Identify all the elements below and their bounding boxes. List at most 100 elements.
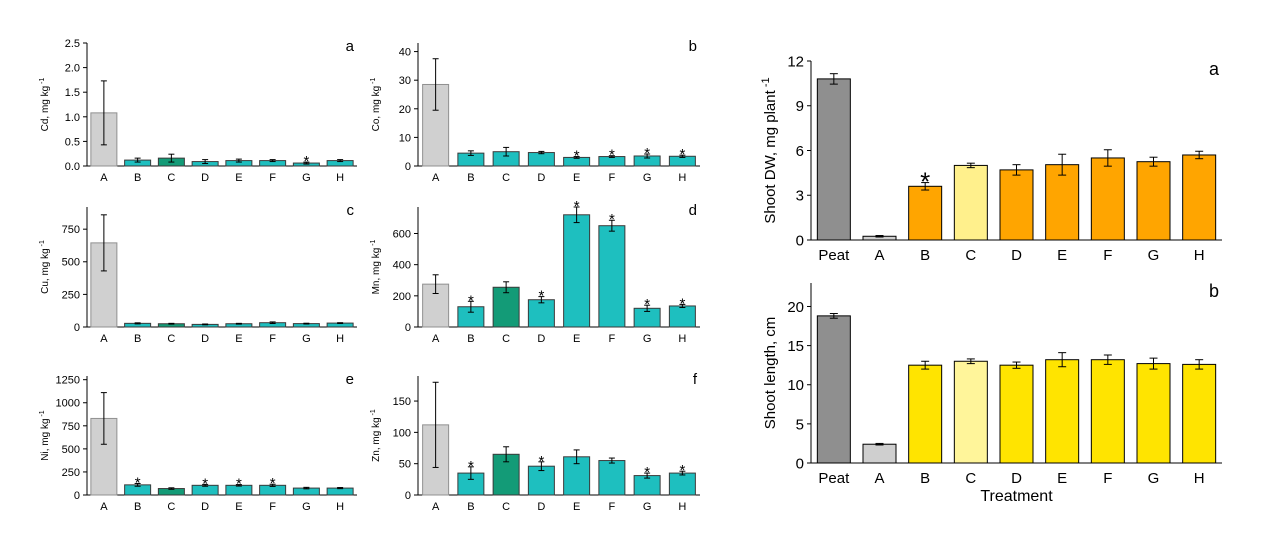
- y-axis-label-superscript: -1: [39, 410, 46, 418]
- x-tick-label: G: [643, 333, 652, 345]
- bar-F: [598, 460, 626, 496]
- y-axis-label-text: Shoot DW, mg plant: [762, 89, 779, 223]
- y-axis-label-text: Zn, mg kg: [371, 417, 382, 461]
- x-tick-label: C: [965, 247, 976, 264]
- x-tick-label: B: [134, 172, 141, 184]
- panel-letter: a: [1209, 59, 1220, 79]
- y-tick-label: 0: [405, 322, 411, 334]
- panel-letter: b: [1209, 281, 1219, 301]
- x-tick-label: C: [167, 501, 175, 513]
- y-tick-label: 1.0: [65, 112, 80, 124]
- bar-Peat: [816, 315, 851, 464]
- significance-star: *: [236, 476, 242, 493]
- x-tick-label: B: [467, 172, 474, 184]
- chart-panel-ni: 0 250 500 750 1000 1250 A * B C * D * E * F G He Ni, mg kg…: [39, 371, 357, 513]
- bar-E: [1045, 359, 1080, 464]
- significance-star: *: [679, 462, 685, 479]
- panel-letter: e: [346, 371, 354, 388]
- y-tick-label: 250: [62, 467, 80, 479]
- x-tick-label: G: [1148, 247, 1160, 264]
- y-axis-label-text: Cd, mg kg: [40, 86, 51, 132]
- x-tick-label: F: [1103, 247, 1112, 264]
- y-tick-label: 12: [787, 53, 804, 70]
- panel-letter: f: [693, 371, 698, 388]
- y-axis-label-superscript: -1: [370, 409, 377, 417]
- x-tick-label: Peat: [818, 247, 850, 264]
- x-tick-label: B: [920, 247, 930, 264]
- panel-letter: c: [347, 202, 355, 219]
- y-tick-label: 0: [405, 490, 411, 502]
- y-axis-label-text: Shoot length, cm: [762, 317, 779, 430]
- bar-F: [598, 225, 626, 328]
- x-tick-label: E: [573, 333, 580, 345]
- significance-star: *: [538, 288, 544, 305]
- significance-star: *: [920, 167, 930, 197]
- y-axis-label: Zn, mg kg -1: [370, 409, 382, 462]
- significance-star: *: [609, 211, 615, 228]
- y-axis-label-text: Co, mg kg: [371, 86, 382, 132]
- y-tick-label: 10: [787, 377, 804, 394]
- y-tick-label: 0.5: [65, 136, 80, 148]
- bar-C: [953, 360, 988, 464]
- bar-D: [527, 152, 555, 167]
- y-tick-label: 0: [74, 490, 80, 502]
- y-tick-label: 750: [62, 224, 80, 236]
- chart-panel-len: 0 5 10 15 20 Peat A B C D E F G Hb Shoot length, cm Tre…: [762, 281, 1222, 505]
- significance-star: *: [679, 295, 685, 312]
- y-tick-label: 100: [393, 427, 411, 439]
- x-tick-label: H: [678, 333, 686, 345]
- bar-A: [862, 443, 897, 464]
- y-tick-label: 3: [796, 188, 804, 205]
- x-tick-label: G: [302, 501, 311, 513]
- x-tick-label: B: [134, 333, 141, 345]
- y-tick-label: 1250: [56, 375, 80, 387]
- x-tick-label: G: [302, 172, 311, 184]
- x-tick-label: A: [100, 333, 108, 345]
- bar-Peat: [816, 78, 851, 241]
- y-tick-label: 0: [796, 232, 804, 249]
- y-tick-label: 15: [787, 338, 804, 355]
- significance-star: *: [574, 148, 580, 165]
- x-axis-title: Treatment: [980, 488, 1053, 505]
- y-axis-label: Ni, mg kg -1: [39, 410, 51, 461]
- bar-G: [1136, 161, 1171, 241]
- y-tick-label: 20: [399, 104, 411, 116]
- significance-star: *: [303, 153, 309, 170]
- significance-star: *: [679, 146, 685, 163]
- chart-panel-cu: 0 250 500 750 A B C D E F G Hc Cu, mg kg -1: [39, 202, 357, 345]
- y-tick-label: 500: [62, 257, 80, 269]
- x-tick-label: C: [502, 333, 510, 345]
- x-tick-label: C: [502, 172, 510, 184]
- bar-C: [953, 164, 988, 241]
- significance-star: *: [135, 474, 141, 491]
- bar-D: [999, 169, 1034, 241]
- y-axis-label-text: Ni, mg kg: [40, 418, 51, 460]
- y-tick-label: 0.0: [65, 161, 80, 173]
- y-axis-label-superscript: -1: [760, 77, 772, 90]
- x-tick-label: A: [432, 172, 440, 184]
- bar-C: [492, 286, 520, 328]
- y-axis-label-text: Mn, mg kg: [371, 248, 382, 295]
- x-tick-label: C: [502, 501, 510, 513]
- y-tick-label: 5: [796, 416, 804, 433]
- x-tick-label: B: [467, 333, 474, 345]
- x-tick-label: C: [167, 172, 175, 184]
- y-axis-label: Co, mg kg -1: [370, 78, 382, 132]
- y-tick-label: 200: [393, 291, 411, 303]
- x-tick-label: E: [235, 501, 242, 513]
- x-tick-label: D: [201, 501, 209, 513]
- bar-G: [1136, 363, 1171, 464]
- y-tick-label: 50: [399, 459, 411, 471]
- y-tick-label: 40: [399, 47, 411, 59]
- chart-panel-co: 0 10 20 30 40 A B C D * E * F * G * Hb Co, mg kg -1: [370, 38, 700, 184]
- significance-star: *: [468, 458, 474, 475]
- x-tick-label: A: [874, 247, 884, 264]
- x-tick-label: A: [432, 501, 440, 513]
- x-tick-label: H: [678, 172, 686, 184]
- bar-H: [1182, 363, 1217, 464]
- y-tick-label: 30: [399, 75, 411, 87]
- x-tick-label: G: [1148, 470, 1160, 487]
- x-tick-label: E: [1057, 247, 1067, 264]
- significance-star: *: [270, 475, 276, 492]
